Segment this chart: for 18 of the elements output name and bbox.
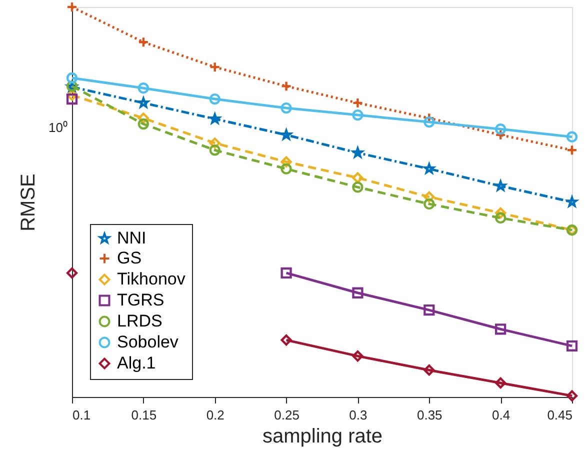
x-tick-label: 0.4	[492, 408, 510, 422]
text: 10⁰	[48, 120, 68, 135]
legend-label: Tikhonov	[117, 270, 186, 288]
x-tick-label: 0.35	[416, 408, 442, 422]
x-tick-label: 0.1	[72, 408, 91, 422]
legend-label: LRDS	[117, 312, 162, 330]
y-axis-title: RMSE	[18, 174, 40, 232]
legend-label: Sobolev	[117, 332, 179, 352]
x-tick-label: 0.45	[547, 408, 572, 422]
legend-label: GS	[117, 248, 142, 268]
x-tick-label: 0.2	[206, 408, 224, 422]
x-tick-label: 0.25	[274, 408, 300, 422]
legend-label: NNI	[117, 228, 146, 248]
x-tick-label: 0.3	[349, 408, 368, 422]
legend-label: TGRS	[117, 290, 164, 310]
legend-label: Alg.1	[117, 354, 156, 372]
x-axis-title: sampling rate	[262, 426, 383, 448]
x-tick-label: 0.15	[131, 408, 157, 422]
